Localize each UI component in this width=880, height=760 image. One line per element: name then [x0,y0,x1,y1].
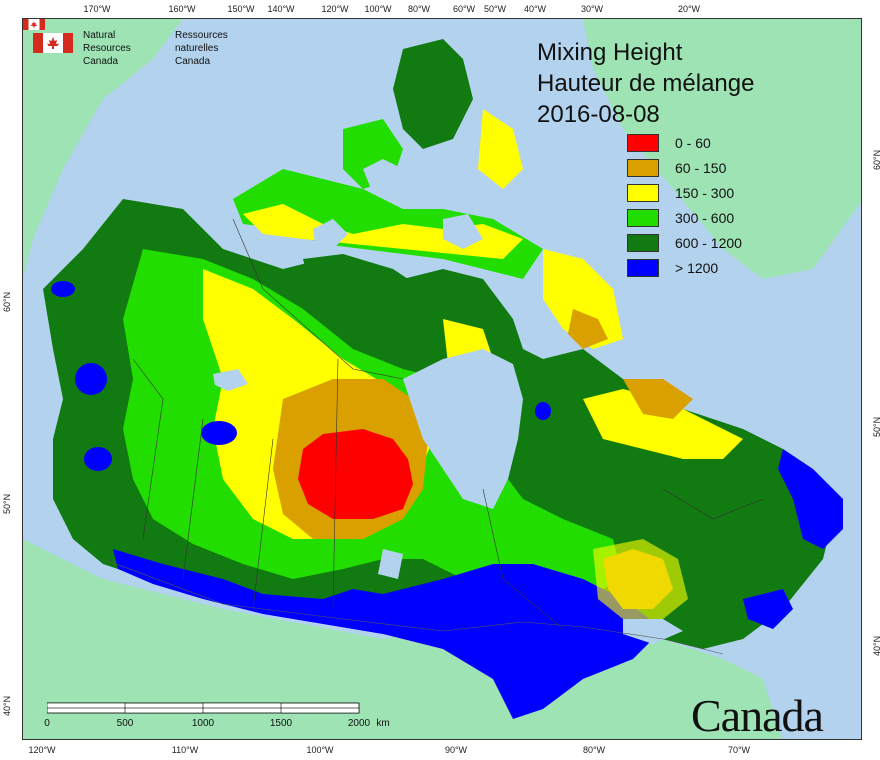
legend-swatch [627,134,659,152]
top-tick: 50°W [483,4,507,14]
right-tick: 40°N [872,635,880,656]
legend-label: 150 - 300 [675,185,735,201]
legend-swatch [627,159,659,177]
legend-label: 60 - 150 [675,160,727,176]
agency-english-line: Canada [83,56,119,67]
top-tick: 30°W [580,4,604,14]
title-english: Mixing Height [537,39,683,66]
high-mixing-zones [51,281,843,719]
top-tick: 60°W [452,4,476,14]
top-tick: 160°W [168,4,196,14]
top-tick: 20°W [677,4,701,14]
scale-label: 2000 [347,718,371,729]
legend-swatch [627,209,659,227]
legend-label: 300 - 600 [675,210,735,226]
top-tick: 80°W [407,4,431,14]
right-tick: 50°N [872,416,880,437]
bottom-tick: 70°W [727,745,751,755]
scale-label: 1500 [269,718,293,729]
legend-label: 0 - 60 [675,135,711,151]
top-tick: 100°W [364,4,392,14]
map-title: Mixing Height Hauteur de mélange 2016-08… [537,37,754,130]
left-tick: 50°N [2,493,12,514]
east-region [583,379,743,619]
top-tick: 150°W [227,4,255,14]
right-tick: 60°N [872,149,880,170]
top-tick: 170°W [83,4,111,14]
water-bodies [213,159,683,644]
province-borders [132,218,764,630]
arctic-islands [233,39,623,379]
bottom-tick: 110°W [171,745,199,755]
top-tick: 120°W [321,4,349,14]
top-tick: 140°W [267,4,295,14]
agency-french: Ressources naturelles Canada [175,29,228,68]
scale-label: 1000 [191,718,215,729]
legend-label: > 1200 [675,260,719,276]
scale-unit: km [376,718,390,729]
legend-swatch [627,234,659,252]
agency-english: Natural Resources Canada [83,29,131,68]
agency-english-line: Natural Resources [83,30,131,54]
canada-landmass [43,199,833,649]
surrounding-land [23,19,861,739]
top-tick: 40°W [523,4,547,14]
left-tick: 40°N [2,695,12,716]
agency-french-line: Canada [175,56,211,67]
agency-french-line: Ressources naturelles [175,30,228,54]
title-french: Hauteur de mélange [537,70,755,97]
legend-label: 600 - 1200 [675,235,742,251]
mixing-height-map [23,19,861,739]
canada-wordmark: Canada [691,690,824,740]
canada-flag-icon [23,19,45,30]
international-border [102,558,724,655]
title-date: 2016-08-08 [537,101,660,128]
bottom-tick: 80°W [582,745,606,755]
scale-label: 0 [44,718,50,729]
bottom-tick: 120°W [28,745,56,755]
scale-bar-graphic [47,702,360,714]
left-tick: 60°N [2,291,12,312]
bottom-tick: 100°W [306,745,334,755]
bottom-tick: 90°W [444,745,468,755]
legend-swatch [627,184,659,202]
scale-label: 500 [116,718,134,729]
canada-flag-icon [33,33,73,53]
map-canvas: Natural Resources Canada Ressources natu… [22,18,862,740]
legend-swatch [627,259,659,277]
